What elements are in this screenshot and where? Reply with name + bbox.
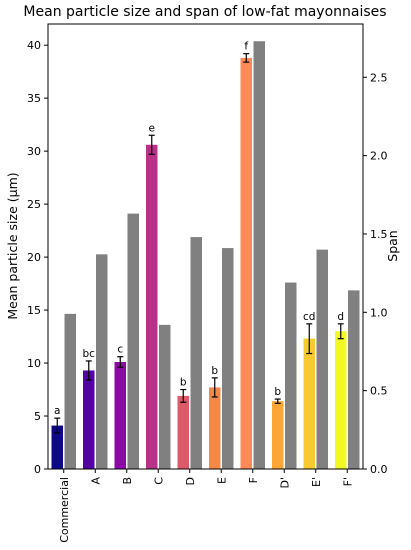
y-tick-label-0: 0 — [34, 463, 41, 476]
size-bar-8 — [303, 338, 315, 469]
size-bar-7 — [272, 401, 284, 469]
x-tick-label-5: E — [215, 477, 228, 484]
y-tick-label-5: 25 — [27, 198, 41, 211]
sig-label-3: e — [149, 122, 155, 134]
sig-label-9: d — [337, 311, 344, 323]
sig-label-0: a — [54, 405, 60, 417]
x-tick-label-0: Commercial — [58, 477, 71, 543]
y-tick-label-2: 10 — [27, 357, 41, 370]
x-tick-label-3: C — [152, 477, 165, 485]
y-tick-label-7: 35 — [27, 92, 41, 105]
span-bar-7 — [285, 282, 297, 469]
sig-label-1: bc — [83, 348, 96, 360]
size-bar-4 — [177, 395, 189, 469]
chart-title: Mean particle size and span of low-fat m… — [23, 4, 386, 20]
sig-label-5: b — [211, 365, 218, 377]
size-bar-1 — [83, 370, 95, 469]
y-axis-label: Mean particle size (μm) — [5, 172, 20, 319]
sig-label-6: f — [244, 41, 248, 53]
y2-tick-label-0: 0.0 — [370, 463, 388, 476]
x-tick-label-6: F — [247, 477, 260, 483]
sig-label-4: b — [180, 377, 187, 389]
y-tick-label-1: 5 — [34, 410, 41, 423]
span-bar-4 — [190, 237, 202, 469]
span-bar-0 — [64, 313, 76, 469]
span-bar-1 — [96, 254, 108, 469]
y-tick-label-4: 20 — [27, 251, 41, 264]
span-bar-6 — [253, 41, 265, 470]
y2-tick-label-2: 1.0 — [370, 306, 388, 319]
y2-tick-label-3: 1.5 — [370, 228, 388, 241]
x-tick-label-1: A — [89, 477, 102, 485]
span-bar-9 — [348, 290, 360, 469]
y-tick-label-6: 30 — [27, 145, 41, 158]
x-tick-label-4: D — [184, 477, 197, 485]
x-tick-label-9: F' — [341, 477, 354, 486]
x-tick-label-7: D' — [278, 477, 291, 489]
y2-tick-label-1: 0.5 — [370, 385, 388, 398]
size-bar-0 — [51, 425, 63, 469]
plot-frame — [47, 23, 364, 470]
sig-label-2: c — [117, 344, 123, 356]
span-bar-3 — [159, 324, 171, 469]
size-bar-6 — [240, 57, 252, 470]
span-bar-2 — [127, 213, 139, 469]
size-bar-9 — [335, 331, 347, 469]
sig-label-8: cd — [303, 311, 315, 323]
y2-axis-label: Span — [385, 230, 400, 261]
y-tick-label-8: 40 — [27, 39, 41, 52]
x-tick-label-2: B — [121, 477, 134, 485]
y-tick-label-3: 15 — [27, 304, 41, 317]
x-tick-label-8: E' — [310, 477, 323, 487]
y2-tick-label-5: 2.5 — [370, 71, 388, 84]
span-bar-5 — [222, 248, 234, 469]
y2-tick-label-4: 2.0 — [370, 150, 388, 163]
size-bar-5 — [209, 387, 221, 469]
span-bar-8 — [316, 249, 328, 469]
size-bar-2 — [114, 361, 126, 469]
size-bar-3 — [146, 144, 158, 470]
sig-label-7: b — [274, 386, 281, 398]
